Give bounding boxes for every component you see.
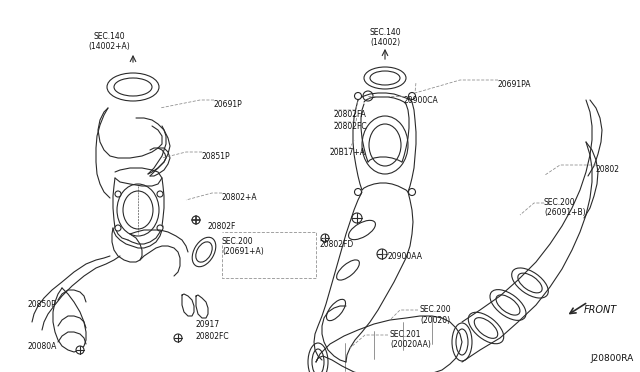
Circle shape	[192, 216, 200, 224]
Text: 20802FA: 20802FA	[334, 110, 367, 119]
Circle shape	[355, 189, 362, 196]
Circle shape	[157, 191, 163, 197]
Text: 20917: 20917	[196, 320, 220, 329]
Text: 20900CA: 20900CA	[404, 96, 439, 105]
Text: SEC.140: SEC.140	[369, 28, 401, 37]
Circle shape	[115, 225, 121, 231]
Text: J20800RA: J20800RA	[590, 354, 633, 363]
Text: SEC.140: SEC.140	[93, 32, 125, 41]
Ellipse shape	[308, 343, 328, 372]
Circle shape	[157, 225, 163, 231]
Text: 20802FC: 20802FC	[334, 122, 367, 131]
Text: 20B17+A: 20B17+A	[330, 148, 366, 157]
Text: SEC.200: SEC.200	[544, 198, 575, 207]
Circle shape	[76, 346, 84, 354]
Text: (26091+B): (26091+B)	[544, 208, 586, 217]
Text: 20691PA: 20691PA	[498, 80, 531, 89]
Text: (20020): (20020)	[420, 316, 450, 325]
Circle shape	[408, 93, 415, 99]
Text: 20802: 20802	[596, 165, 620, 174]
Text: (14002): (14002)	[370, 38, 400, 47]
Text: 20802FD: 20802FD	[320, 240, 355, 249]
Text: (20020AA): (20020AA)	[390, 340, 431, 349]
Text: 20691P: 20691P	[214, 100, 243, 109]
Text: 20802F: 20802F	[208, 222, 236, 231]
Text: FRONT: FRONT	[584, 305, 617, 315]
Text: 20080A: 20080A	[28, 342, 58, 351]
Circle shape	[355, 93, 362, 99]
Text: SEC.200: SEC.200	[420, 305, 452, 314]
Ellipse shape	[362, 116, 408, 174]
Circle shape	[377, 249, 387, 259]
Text: SEC.200: SEC.200	[222, 237, 253, 246]
Ellipse shape	[490, 290, 526, 320]
Text: 20802FC: 20802FC	[196, 332, 230, 341]
Circle shape	[321, 234, 329, 242]
Circle shape	[408, 189, 415, 196]
Circle shape	[174, 334, 182, 342]
Text: (14002+A): (14002+A)	[88, 42, 130, 51]
Ellipse shape	[468, 312, 504, 344]
Text: 20851P: 20851P	[202, 152, 230, 161]
Ellipse shape	[452, 323, 472, 361]
Text: 20802+A: 20802+A	[222, 193, 258, 202]
Ellipse shape	[511, 268, 548, 298]
Ellipse shape	[192, 237, 216, 267]
Text: 20850P: 20850P	[28, 300, 57, 309]
Circle shape	[363, 91, 373, 101]
Circle shape	[115, 191, 121, 197]
Text: SEC.201: SEC.201	[390, 330, 422, 339]
Ellipse shape	[117, 184, 159, 236]
Text: 20900AA: 20900AA	[388, 252, 423, 261]
Text: (20691+A): (20691+A)	[222, 247, 264, 256]
Circle shape	[352, 213, 362, 223]
